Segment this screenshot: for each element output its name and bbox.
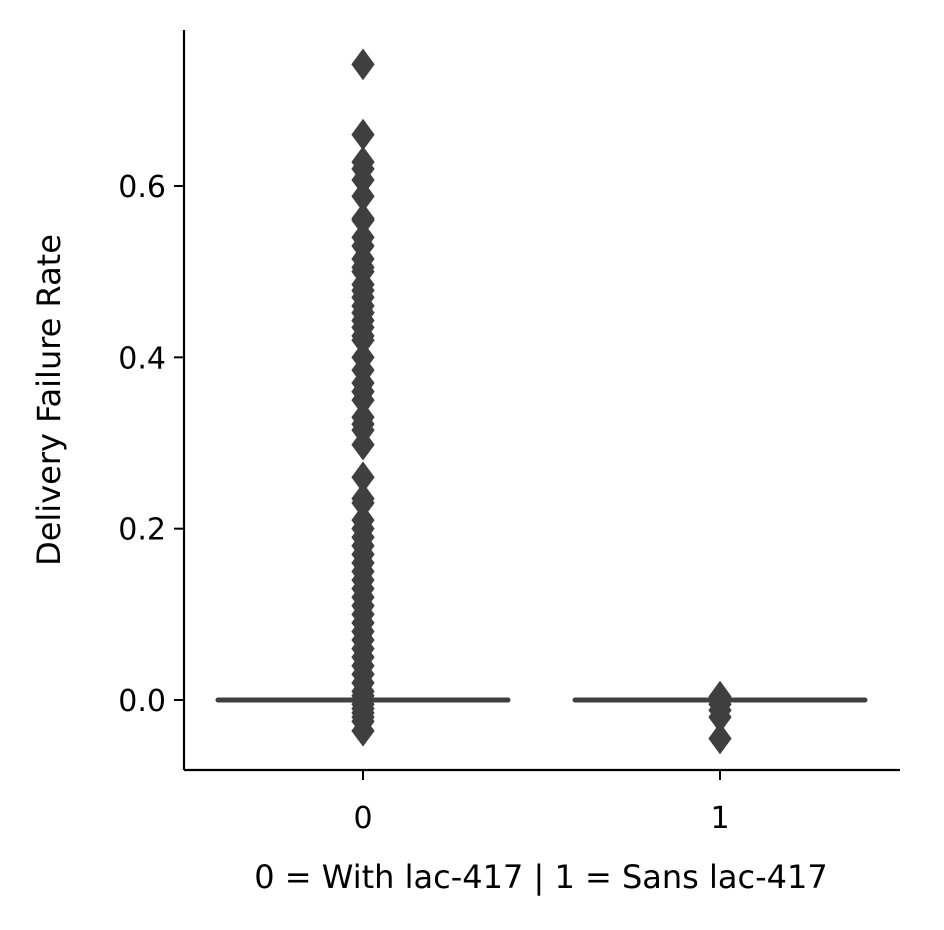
y-axis-title: Delivery Failure Rate bbox=[30, 234, 68, 566]
outlier-point bbox=[351, 714, 375, 747]
x-tick-label: 1 bbox=[710, 801, 729, 836]
y-tick-label: 0.0 bbox=[118, 684, 166, 719]
outlier-point bbox=[708, 722, 732, 755]
y-tick-label: 0.6 bbox=[118, 170, 166, 205]
y-axis-ticks: 0.0 0.2 0.4 0.6 bbox=[118, 170, 184, 719]
x-tick-label: 0 bbox=[353, 801, 372, 836]
y-tick-label: 0.2 bbox=[118, 513, 166, 548]
box-group-1 bbox=[572, 680, 868, 755]
y-tick-label: 0.4 bbox=[118, 341, 166, 376]
x-axis-title: 0 = With lac-417 | 1 = Sans lac-417 bbox=[254, 858, 827, 896]
plot-marks bbox=[215, 48, 868, 755]
outlier-point bbox=[351, 118, 375, 151]
box-group-0 bbox=[215, 48, 511, 747]
outlier-point bbox=[351, 428, 375, 461]
outlier-point bbox=[351, 48, 375, 81]
